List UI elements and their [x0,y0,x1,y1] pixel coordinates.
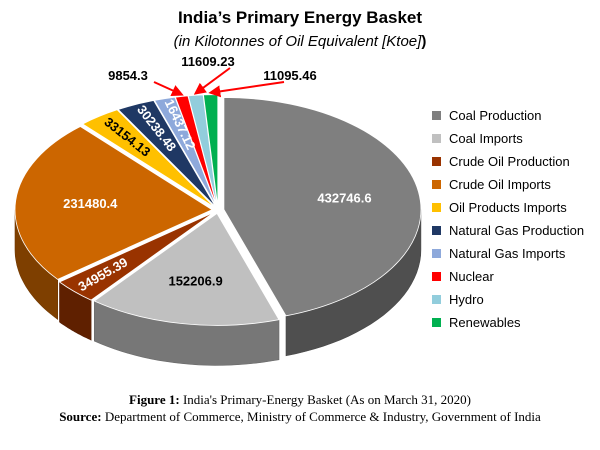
legend-swatch [432,134,441,143]
source-label: Source: [59,409,102,424]
source-text: Department of Commerce, Ministry of Comm… [101,409,541,424]
legend-item-nuclear: Nuclear [432,265,584,288]
legend-item-natural-gas-imports: Natural Gas Imports [432,242,584,265]
callout-arrows [153,67,285,98]
legend-label: Oil Products Imports [449,200,567,215]
callout-arrow-nuclear [153,81,184,97]
legend-item-oil-products-imports: Oil Products Imports [432,196,584,219]
source-caption: Source: Department of Commerce, Ministry… [0,409,600,425]
legend-swatch [432,111,441,120]
legend-label: Hydro [449,292,484,307]
data-label-nuclear: 9854.3 [108,68,148,83]
legend-swatch [432,318,441,327]
slice-crude-oil-production [58,212,215,301]
data-label-crude-oil-imports: 231480.4 [63,196,118,211]
legend-item-coal-imports: Coal Imports [432,127,584,150]
legend-label: Natural Gas Production [449,223,585,238]
legend-label: Crude Oil Production [449,154,570,169]
slice-natural-gas-production [117,100,216,208]
legend-item-crude-oil-production: Crude Oil Production [432,150,584,173]
legend-swatch [432,226,441,235]
legend-item-coal-production: Coal Production [432,104,584,127]
slice-crude-oil-imports [14,126,213,280]
legend-swatch [432,180,441,189]
data-label-coal-imports: 152206.9 [168,274,222,289]
legend-label: Natural Gas Imports [449,246,566,261]
pie-slices [14,94,422,326]
legend-item-crude-oil-imports: Crude Oil Imports [432,173,584,196]
data-label-renewables: 11095.46 [263,68,317,83]
legend-swatch [432,295,441,304]
pie-walls [14,209,422,366]
slice-oil-products-imports [81,109,215,208]
legend-label: Nuclear [449,269,494,284]
subtitle-text: (in Kilotonnes of Oil Equivalent [Ktoe] [173,33,422,50]
chart-subtitle: (in Kilotonnes of Oil Equivalent [Ktoe]) [0,33,600,50]
chart-title: India’s Primary Energy Basket [177,8,423,27]
figure-label: Figure 1: [129,392,180,407]
figure-caption: Figure 1: India's Primary-Energy Basket … [0,392,600,408]
callout-arrow-renewables [208,81,285,98]
legend-label: Coal Production [449,108,542,123]
legend-swatch [432,203,441,212]
figure-text: India's Primary-Energy Basket (As on Mar… [179,392,471,407]
slice-hydro [187,94,218,207]
legend-swatch [432,272,441,281]
legend-label: Renewables [449,315,521,330]
legend-item-hydro: Hydro [432,288,584,311]
legend-swatch [432,157,441,166]
legend-item-natural-gas-production: Natural Gas Production [432,219,584,242]
chart-legend: Coal Production Coal Imports Crude Oil Pro… [432,104,584,334]
callout-arrow-hydro [193,67,231,95]
slice-natural-gas-imports [153,96,217,207]
legend-swatch [432,249,441,258]
legend-label: Crude Oil Imports [449,177,551,192]
subtitle-close: ) [421,33,427,50]
legend-item-renewables: Renewables [432,311,584,334]
data-label-hydro: 11609.23 [181,54,235,69]
data-label-coal-production: 432746.6 [317,190,371,205]
legend-label: Coal Imports [449,131,523,146]
slice-coal-imports [93,212,280,326]
slice-nuclear [174,95,218,207]
slice-coal-production [223,97,422,317]
